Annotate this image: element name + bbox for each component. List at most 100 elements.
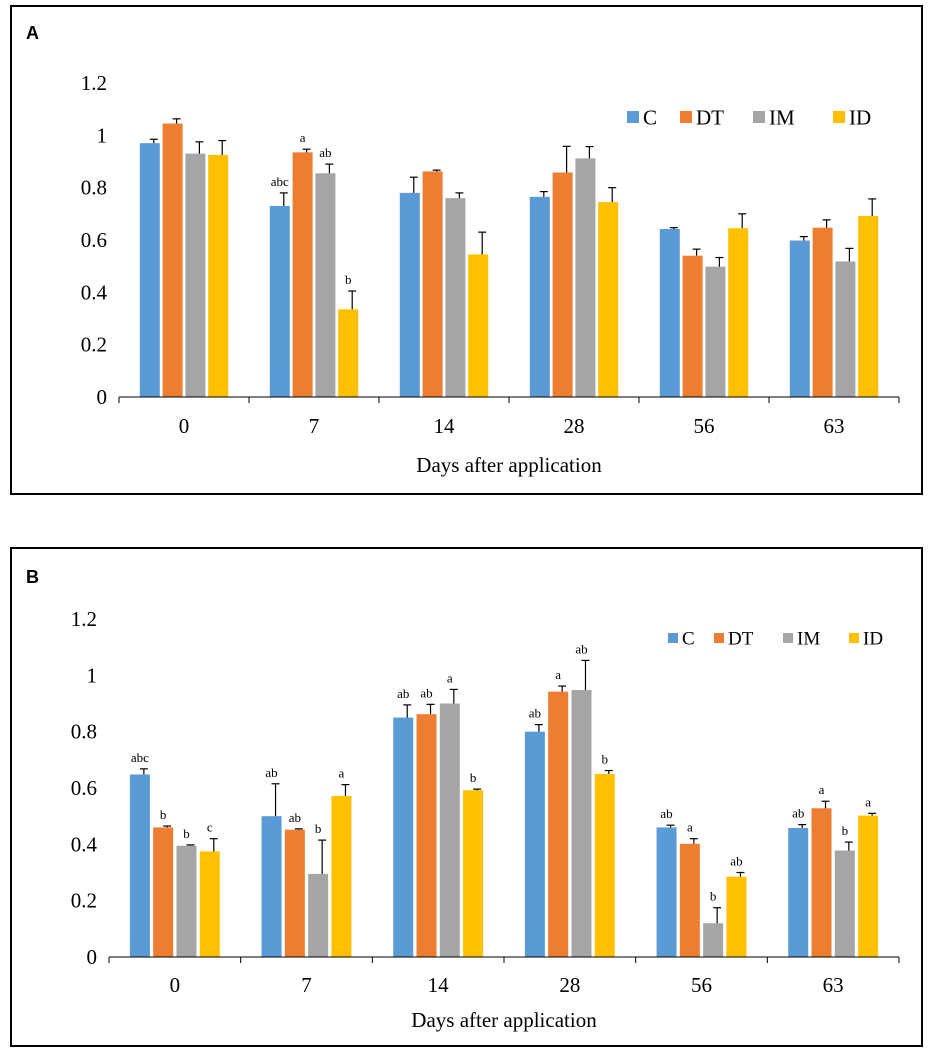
y-tick-label: 0 <box>87 945 98 969</box>
x-axis-title: Days after application <box>411 1008 597 1032</box>
bar <box>439 703 460 957</box>
bar <box>261 816 282 957</box>
bar <box>463 790 484 957</box>
x-axis-title: Days after application <box>416 453 602 477</box>
bar <box>682 255 703 397</box>
y-tick-label: 0.2 <box>81 333 107 357</box>
bar <box>338 309 359 397</box>
x-tick-label: 0 <box>170 973 181 997</box>
significance-label: ab <box>660 806 672 821</box>
panel-label: B <box>26 567 39 587</box>
bar <box>812 227 833 397</box>
significance-label: b <box>842 823 849 838</box>
significance-label: abc <box>131 750 149 765</box>
bar <box>129 774 150 957</box>
y-tick-label: 0.6 <box>81 228 107 252</box>
y-tick-label: 0.2 <box>71 889 97 913</box>
significance-label: b <box>710 889 717 904</box>
bar <box>726 876 747 957</box>
bar <box>139 143 160 397</box>
x-tick-label: 7 <box>309 414 320 438</box>
significance-label: abc <box>271 174 289 189</box>
bar <box>308 873 329 957</box>
bar <box>659 229 680 397</box>
bar <box>524 731 545 957</box>
x-tick-label: 56 <box>694 414 715 438</box>
x-tick-label: 63 <box>823 973 844 997</box>
y-tick-label: 1 <box>87 663 98 687</box>
significance-label: b <box>183 826 190 841</box>
bar <box>858 815 879 957</box>
legend-swatch <box>714 633 724 643</box>
legend-label: ID <box>863 629 883 650</box>
significance-label: ab <box>730 854 742 869</box>
significance-label: a <box>687 820 693 835</box>
significance-label: b <box>470 770 477 785</box>
significance-label: b <box>315 821 322 836</box>
legend-swatch <box>668 633 678 643</box>
y-tick-label: 0.8 <box>71 720 97 744</box>
significance-label: b <box>160 807 167 822</box>
significance-label: a <box>300 130 306 145</box>
x-tick-label: 14 <box>434 414 456 438</box>
bar <box>594 773 615 957</box>
legend-swatch <box>783 633 793 643</box>
bar <box>162 123 183 397</box>
x-tick-label: 14 <box>428 973 450 997</box>
bar <box>789 240 810 397</box>
x-tick-label: 0 <box>179 414 190 438</box>
bar <box>548 691 569 957</box>
significance-label: a <box>865 794 871 809</box>
x-tick-label: 63 <box>824 414 845 438</box>
bar <box>284 829 305 957</box>
legend-swatch <box>833 111 845 123</box>
y-tick-label: 1 <box>97 123 108 147</box>
bar <box>208 154 229 397</box>
significance-label: ab <box>397 686 409 701</box>
significance-label: a <box>447 670 453 685</box>
bar <box>468 254 489 397</box>
bar <box>575 158 596 397</box>
significance-label: ab <box>529 706 541 721</box>
y-tick-label: 0.6 <box>71 776 97 800</box>
bar <box>705 266 726 397</box>
legend-swatch <box>753 111 765 123</box>
bar <box>176 845 197 957</box>
bar <box>552 172 573 397</box>
significance-label: ab <box>319 145 331 160</box>
bar <box>269 205 290 397</box>
bar <box>292 152 313 397</box>
significance-label: ab <box>792 806 804 821</box>
legend-label: C <box>643 105 657 129</box>
x-tick-label: 28 <box>564 414 585 438</box>
legend-swatch <box>627 111 639 123</box>
bar <box>445 198 466 397</box>
significance-label: b <box>345 272 352 287</box>
x-tick-label: 7 <box>301 973 312 997</box>
bar <box>656 827 677 957</box>
bar <box>835 261 856 397</box>
legend-label: C <box>682 629 695 650</box>
x-tick-label: 28 <box>559 973 580 997</box>
bar <box>811 808 832 957</box>
y-tick-label: 0.4 <box>81 280 108 304</box>
y-tick-label: 0 <box>97 385 108 409</box>
significance-label: ab <box>575 641 587 656</box>
chart-panel-b: B 0 0.2 0.4 0.6 0.8 1 1.2 abc ab ab ab ab ab b ab ab a a a… <box>10 547 923 1047</box>
y-tick-label: 1.2 <box>81 71 107 95</box>
panel-label: A <box>26 23 39 43</box>
bar <box>331 795 352 957</box>
significance-label: ab <box>265 765 277 780</box>
x-tick-label: 56 <box>691 973 712 997</box>
significance-label: ab <box>420 685 432 700</box>
bar <box>858 215 879 397</box>
bar <box>834 850 855 957</box>
legend-label: DT <box>728 629 754 650</box>
legend-label: IM <box>797 629 820 650</box>
bar <box>571 689 592 957</box>
bar <box>598 202 619 397</box>
significance-label: b <box>602 752 609 767</box>
significance-label: a <box>819 782 825 797</box>
legend-label: IM <box>769 105 795 129</box>
